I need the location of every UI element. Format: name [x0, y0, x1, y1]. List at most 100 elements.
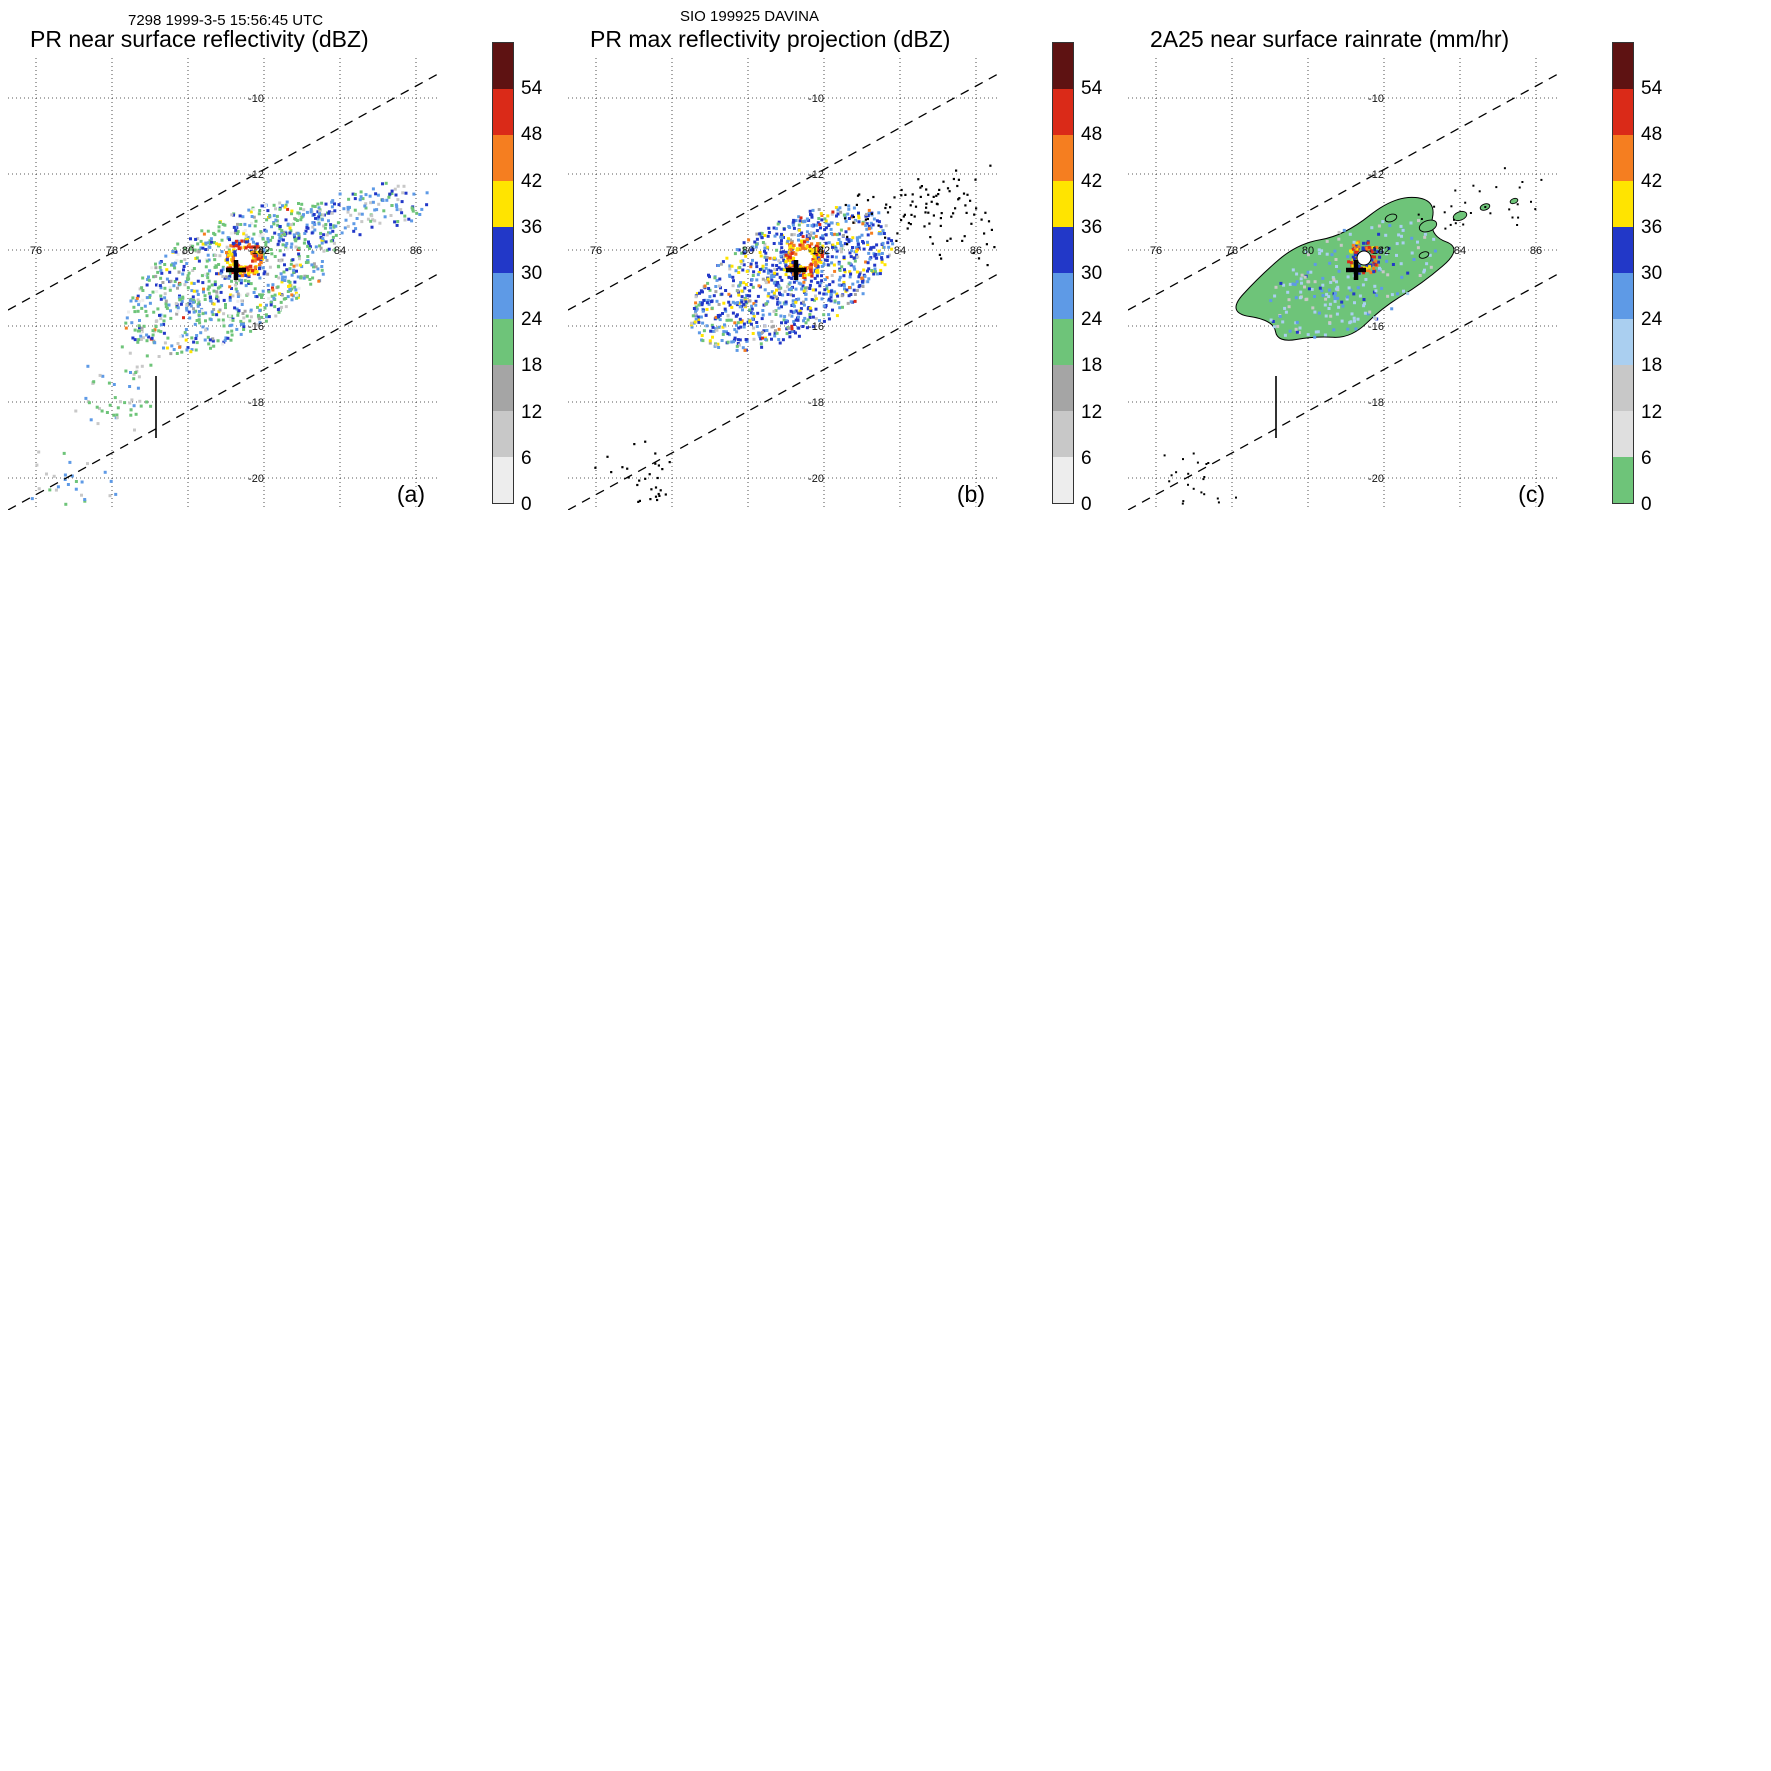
swath-edge-lines	[1128, 73, 1558, 510]
colorbar-a	[492, 42, 514, 504]
swath-edge-lines	[568, 73, 998, 510]
map-grid-labels: 76 78 80 82 84 86-10-12-14-16-18-20	[30, 93, 422, 485]
colorbar-segment	[1613, 135, 1633, 181]
colorbar-tick-label: 54	[521, 78, 543, 100]
colorbar-tick-label: 0	[1081, 494, 1092, 515]
panel-letter: (a)	[397, 481, 425, 507]
lon-label: 84	[1454, 245, 1466, 257]
lat-label: -14	[808, 245, 824, 257]
colorbar-labels-b: 54 48 42 36 30 24 18 12 6 0	[1081, 42, 1127, 515]
map-gridlines	[568, 58, 998, 510]
figure-title: SIO 199925 DAVINA	[680, 8, 819, 25]
lon-label: 80	[1302, 245, 1314, 257]
colorbar-segment	[493, 227, 513, 273]
colorbar-tick-label: 48	[1641, 124, 1663, 146]
map-grid-labels: 76 78 80 82 84 86-10-12-14-16-18-20	[1150, 93, 1542, 485]
lat-label: -14	[248, 245, 264, 257]
lon-label: 76	[590, 245, 602, 257]
panel-letter: (c)	[1518, 481, 1545, 507]
colorbar-segment	[1053, 319, 1073, 365]
colorbar-segment	[493, 457, 513, 503]
map-gridlines	[1128, 58, 1558, 510]
colorbar-tick-label: 12	[521, 401, 543, 423]
colorbar-segment	[1613, 89, 1633, 135]
lat-label: -20	[808, 473, 824, 485]
lon-label: 80	[182, 245, 194, 257]
lon-label: 82	[258, 245, 270, 257]
colorbar-tick-label: 48	[1081, 124, 1103, 146]
panel-title-text: PR max reflectivity projection (dBZ)	[590, 26, 951, 52]
colorbar-segment	[1613, 227, 1633, 273]
colorbar-tick-label: 42	[521, 170, 543, 192]
lat-label: -16	[248, 321, 264, 333]
colorbar-labels-c: 54 48 42 36 30 24 18 12 6 0	[1641, 42, 1687, 515]
panel-a: PR near surface reflectivity (dBZ) 76 78 80…	[0, 14, 560, 541]
lat-label: -12	[248, 169, 264, 181]
lat-label: -18	[808, 397, 824, 409]
colorbar-tick-label: 36	[521, 216, 543, 238]
colorbar-tick-label: 54	[1081, 78, 1103, 100]
scan-timestamp: 7298 1999-3-5 15:56:45 UTC	[128, 12, 324, 29]
map-c: 76 78 80 82 84 86-10-12-14-16-18-20(c)	[1128, 58, 1558, 510]
lon-label: 86	[970, 245, 982, 257]
lon-label: 84	[334, 245, 346, 257]
swath-edge-lines	[8, 73, 438, 510]
colorbar-tick-label: 36	[1081, 216, 1103, 238]
lat-label: -16	[808, 321, 824, 333]
lon-label: 82	[1378, 245, 1390, 257]
storm-center-cross	[1346, 260, 1366, 280]
colorbar-tick-label: 24	[521, 309, 543, 331]
colorbar-tick-label: 36	[1641, 216, 1663, 238]
lon-label: 80	[742, 245, 754, 257]
colorbar-segment	[493, 411, 513, 457]
storm-center-cross	[226, 260, 246, 280]
lat-label: -14	[1368, 245, 1384, 257]
radar-echo-field	[594, 164, 996, 503]
colorbar-tick-label: 18	[1081, 355, 1103, 377]
colorbar-tick-label: 0	[521, 494, 532, 515]
colorbar-segment	[1613, 365, 1633, 411]
colorbar-segment	[1053, 135, 1073, 181]
colorbar-tick-label: 0	[1641, 494, 1652, 515]
eye	[1356, 250, 1372, 266]
panel-letter: (b)	[957, 481, 985, 507]
colorbar-tick-label: 54	[1641, 78, 1663, 100]
colorbar-segment	[1053, 181, 1073, 227]
eye	[797, 251, 811, 265]
map-a: 76 78 80 82 84 86-10-12-14-16-18-20(a)	[8, 58, 438, 510]
colorbar-tick-label: 18	[521, 355, 543, 377]
panel-title-text: 2A25 near surface rainrate (mm/hr)	[1150, 26, 1510, 52]
colorbar-labels-a: 54 48 42 36 30 24 18 12 6 0	[521, 42, 567, 515]
colorbar-segment	[493, 135, 513, 181]
colorbar-tick-label: 12	[1081, 401, 1103, 423]
colorbar-segment	[1053, 273, 1073, 319]
colorbar-tick-label: 48	[521, 124, 543, 146]
colorbar-segment	[1613, 457, 1633, 503]
colorbar-segment	[1613, 411, 1633, 457]
colorbar-tick-label: 30	[1641, 263, 1663, 284]
panel-title-c: 2A25 near surface rainrate (mm/hr)	[1150, 26, 1509, 53]
lon-label: 84	[894, 245, 906, 257]
panel-b: PR max reflectivity projection (dBZ) 76 78…	[560, 14, 1120, 541]
lat-label: -20	[248, 473, 264, 485]
lon-label: 76	[1150, 245, 1162, 257]
lat-label: -10	[248, 93, 264, 105]
colorbar-tick-label: 24	[1081, 309, 1103, 331]
colorbar-tick-label: 42	[1641, 170, 1663, 192]
radar-echo-field	[30, 181, 429, 506]
panel-title-a: PR near surface reflectivity (dBZ)	[30, 26, 369, 53]
panel-title-text: PR near surface reflectivity (dBZ)	[30, 26, 369, 52]
colorbar-tick-label: 30	[1081, 263, 1103, 284]
colorbar-segment	[1613, 319, 1633, 365]
storm-center-cross	[786, 260, 806, 280]
colorbar-segment	[493, 319, 513, 365]
colorbar-b	[1052, 42, 1074, 504]
panels-grid: PR near surface reflectivity (dBZ) 76 78 80…	[0, 14, 1680, 541]
colorbar-segment	[493, 89, 513, 135]
colorbar-segment	[493, 273, 513, 319]
lat-label: -18	[1368, 397, 1384, 409]
colorbar-segment	[1053, 89, 1073, 135]
colorbar-tick-label: 6	[521, 447, 532, 469]
panel-c: 2A25 near surface rainrate (mm/hr) 76 78 80…	[1120, 14, 1680, 541]
lon-label: 86	[1530, 245, 1542, 257]
